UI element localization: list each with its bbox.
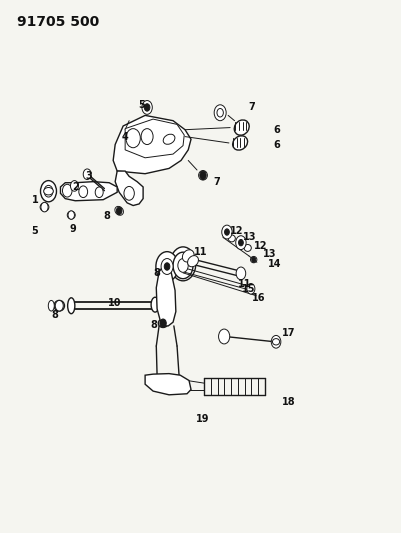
Ellipse shape	[272, 338, 279, 345]
Circle shape	[41, 181, 57, 202]
Text: 13: 13	[262, 249, 276, 260]
Ellipse shape	[198, 171, 207, 180]
Text: 19: 19	[196, 414, 209, 424]
Circle shape	[62, 184, 72, 197]
Polygon shape	[60, 182, 117, 201]
Circle shape	[271, 335, 280, 348]
Polygon shape	[145, 374, 190, 395]
Circle shape	[172, 252, 192, 279]
Circle shape	[170, 247, 195, 281]
Polygon shape	[113, 115, 190, 174]
Text: 6: 6	[273, 140, 279, 150]
Polygon shape	[125, 119, 184, 158]
Ellipse shape	[44, 188, 53, 195]
Text: 2: 2	[72, 182, 79, 192]
Ellipse shape	[54, 301, 64, 311]
Ellipse shape	[67, 298, 75, 314]
Circle shape	[161, 259, 172, 274]
Text: 5: 5	[30, 226, 37, 236]
Text: 6: 6	[273, 125, 279, 135]
Circle shape	[55, 301, 63, 311]
Text: 15: 15	[241, 284, 255, 294]
Text: 17: 17	[282, 328, 295, 338]
Ellipse shape	[151, 297, 159, 312]
Circle shape	[235, 236, 245, 249]
Text: 9: 9	[69, 224, 76, 235]
Text: 11: 11	[193, 247, 207, 257]
Text: 4: 4	[122, 132, 128, 142]
Circle shape	[70, 181, 78, 191]
Ellipse shape	[67, 211, 75, 219]
Text: 8: 8	[103, 211, 110, 221]
Circle shape	[144, 104, 150, 111]
Ellipse shape	[40, 203, 49, 212]
Text: 16: 16	[251, 293, 265, 303]
Text: 3: 3	[86, 172, 92, 181]
Ellipse shape	[182, 250, 194, 262]
Circle shape	[124, 187, 134, 200]
Circle shape	[251, 257, 255, 262]
Text: 11: 11	[237, 279, 251, 289]
Text: 1: 1	[32, 195, 38, 205]
Ellipse shape	[228, 235, 235, 242]
Text: 12: 12	[230, 226, 243, 236]
Ellipse shape	[187, 256, 198, 267]
Text: 14: 14	[267, 259, 281, 269]
Text: 8: 8	[153, 269, 160, 278]
Circle shape	[224, 229, 229, 235]
Text: 7: 7	[213, 176, 220, 187]
Text: 12: 12	[253, 241, 267, 252]
Circle shape	[160, 319, 166, 327]
Circle shape	[142, 101, 152, 114]
Circle shape	[199, 171, 206, 180]
Circle shape	[235, 267, 245, 280]
Circle shape	[246, 284, 254, 294]
Circle shape	[126, 128, 140, 148]
Text: 8: 8	[150, 320, 157, 330]
Circle shape	[164, 263, 170, 270]
Ellipse shape	[234, 120, 249, 135]
Ellipse shape	[163, 134, 174, 144]
Ellipse shape	[243, 245, 251, 252]
Polygon shape	[156, 268, 175, 326]
Circle shape	[116, 207, 122, 215]
Ellipse shape	[158, 319, 168, 327]
Circle shape	[214, 105, 226, 120]
Text: 5: 5	[138, 100, 145, 110]
Circle shape	[141, 128, 153, 144]
Text: 7: 7	[248, 102, 255, 112]
Ellipse shape	[48, 301, 54, 311]
Ellipse shape	[115, 206, 123, 215]
Ellipse shape	[232, 136, 247, 150]
Circle shape	[156, 252, 178, 281]
Text: 13: 13	[242, 232, 256, 243]
Circle shape	[83, 169, 91, 180]
Circle shape	[68, 211, 74, 219]
Circle shape	[41, 203, 48, 212]
Circle shape	[221, 225, 231, 239]
Circle shape	[238, 239, 243, 246]
Circle shape	[95, 187, 103, 198]
Circle shape	[177, 259, 188, 272]
Circle shape	[218, 329, 229, 344]
Circle shape	[44, 185, 53, 197]
Text: 8: 8	[52, 310, 59, 320]
Circle shape	[79, 186, 87, 198]
Text: 10: 10	[108, 297, 122, 308]
Text: 91705 500: 91705 500	[17, 14, 99, 29]
Text: 18: 18	[282, 397, 295, 407]
Ellipse shape	[250, 256, 256, 263]
Circle shape	[217, 109, 223, 117]
Polygon shape	[115, 171, 143, 206]
